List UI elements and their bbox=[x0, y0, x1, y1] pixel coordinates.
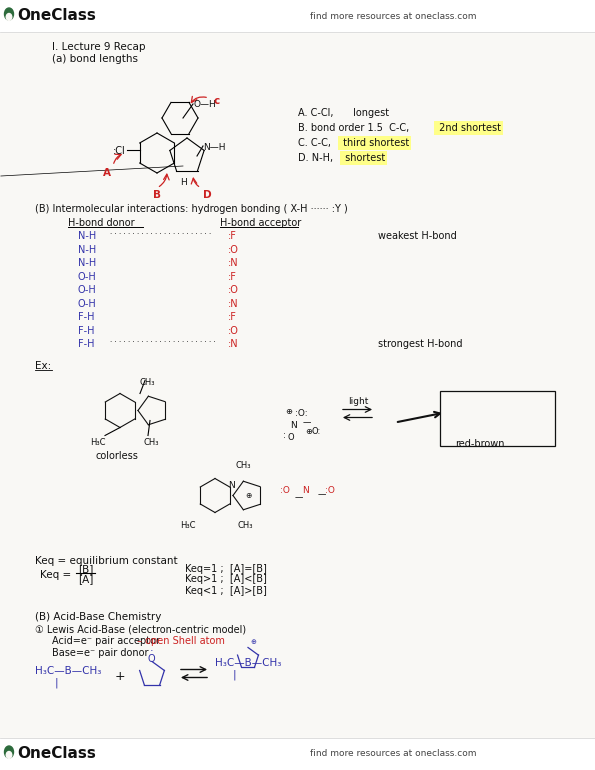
Text: H: H bbox=[180, 178, 187, 187]
Text: —: — bbox=[303, 419, 311, 427]
Text: 2nd shortest: 2nd shortest bbox=[436, 123, 501, 133]
Text: ⊕: ⊕ bbox=[245, 490, 251, 500]
Ellipse shape bbox=[7, 14, 12, 21]
Text: ·: · bbox=[150, 647, 154, 657]
Text: find more resources at oneclass.com: find more resources at oneclass.com bbox=[310, 12, 477, 21]
Text: N: N bbox=[290, 420, 297, 430]
Text: ⊕: ⊕ bbox=[285, 407, 292, 416]
Text: O:: O: bbox=[311, 427, 320, 436]
Text: :O: :O bbox=[228, 245, 239, 255]
Text: H₃C: H₃C bbox=[180, 521, 196, 530]
Text: H₃C—B—CH₃: H₃C—B—CH₃ bbox=[215, 658, 281, 668]
Text: —: — bbox=[295, 494, 303, 503]
Text: CH₃: CH₃ bbox=[238, 521, 253, 530]
Text: B. bond order 1.5  C-C,: B. bond order 1.5 C-C, bbox=[298, 123, 409, 133]
Text: F-H: F-H bbox=[78, 312, 95, 322]
Text: weakest H-bond: weakest H-bond bbox=[378, 231, 457, 241]
Text: colorless: colorless bbox=[95, 450, 138, 460]
Text: A: A bbox=[103, 168, 111, 178]
Text: [A]: [A] bbox=[78, 574, 93, 584]
Text: Keq=1 ;  [A]=[B]: Keq=1 ; [A]=[B] bbox=[185, 564, 267, 574]
Text: D. N-H,: D. N-H, bbox=[298, 153, 333, 163]
Text: N-H: N-H bbox=[78, 231, 96, 241]
Ellipse shape bbox=[7, 752, 12, 758]
Text: c: c bbox=[213, 96, 219, 106]
Text: B: B bbox=[153, 190, 161, 200]
Text: longest: longest bbox=[350, 108, 389, 118]
Text: H-bond acceptor: H-bond acceptor bbox=[220, 218, 301, 228]
Text: (B) Intermolecular interactions: hydrogen bonding ( X-H ······ :Y ): (B) Intermolecular interactions: hydroge… bbox=[35, 204, 347, 214]
Text: · · · · · · · · · · · · · · · · · · · · · · · ·: · · · · · · · · · · · · · · · · · · · · … bbox=[110, 339, 216, 345]
Bar bbox=[440, 390, 555, 446]
Text: O: O bbox=[148, 654, 156, 665]
Text: A. C-Cl,: A. C-Cl, bbox=[298, 108, 334, 118]
Text: (B) Acid-Base Chemistry: (B) Acid-Base Chemistry bbox=[35, 611, 161, 621]
Bar bbox=[0, 0, 595, 32]
Text: :F: :F bbox=[228, 312, 237, 322]
Text: —: — bbox=[318, 490, 327, 500]
Text: ① Lewis Acid-Base (electron-centric model): ① Lewis Acid-Base (electron-centric mode… bbox=[35, 624, 246, 634]
Text: red-brown: red-brown bbox=[455, 438, 505, 448]
Text: :O: :O bbox=[228, 326, 239, 336]
Text: :Cl: :Cl bbox=[113, 146, 126, 156]
Text: find more resources at oneclass.com: find more resources at oneclass.com bbox=[310, 749, 477, 758]
Text: :O:: :O: bbox=[295, 409, 308, 417]
Text: Acid=e⁻ pair acceptor: Acid=e⁻ pair acceptor bbox=[52, 637, 160, 647]
Text: :N: :N bbox=[228, 339, 239, 349]
Text: H₃C—B—CH₃: H₃C—B—CH₃ bbox=[35, 667, 101, 677]
Text: CH₃: CH₃ bbox=[235, 460, 250, 470]
Text: third shortest: third shortest bbox=[340, 138, 409, 148]
Text: shortest: shortest bbox=[342, 153, 385, 163]
Text: F-H: F-H bbox=[78, 326, 95, 336]
Bar bbox=[0, 738, 595, 770]
Text: I. Lecture 9 Recap: I. Lecture 9 Recap bbox=[52, 42, 146, 52]
Text: |: | bbox=[55, 678, 59, 688]
Text: :F: :F bbox=[228, 231, 237, 241]
Text: |: | bbox=[233, 669, 237, 680]
Text: CH₃: CH₃ bbox=[140, 377, 155, 387]
Text: O-H: O-H bbox=[78, 285, 97, 295]
Text: (a) bond lengths: (a) bond lengths bbox=[52, 54, 138, 64]
Text: H₃C: H₃C bbox=[90, 437, 105, 447]
Text: Base=e⁻ pair donor: Base=e⁻ pair donor bbox=[52, 648, 149, 658]
Text: :O: :O bbox=[325, 486, 335, 494]
Text: Ex:: Ex: bbox=[35, 360, 51, 370]
Ellipse shape bbox=[5, 746, 14, 758]
Text: Keq<1 ;  [A]>[B]: Keq<1 ; [A]>[B] bbox=[185, 585, 267, 595]
Text: N: N bbox=[228, 480, 235, 490]
Text: light: light bbox=[348, 397, 368, 406]
Text: :O: :O bbox=[228, 285, 239, 295]
Text: ⊕: ⊕ bbox=[250, 638, 256, 644]
Text: H-bond donor: H-bond donor bbox=[68, 218, 134, 228]
Text: Keq = equilibrium constant: Keq = equilibrium constant bbox=[35, 555, 178, 565]
Text: OneClass: OneClass bbox=[17, 746, 96, 761]
Text: – open Shell atom: – open Shell atom bbox=[134, 637, 225, 647]
Text: :O: :O bbox=[280, 486, 290, 494]
Text: N-H: N-H bbox=[78, 258, 96, 268]
Text: :F: :F bbox=[228, 272, 237, 282]
Text: O: O bbox=[287, 433, 293, 441]
Text: [B]: [B] bbox=[78, 564, 93, 574]
Text: +: + bbox=[115, 669, 126, 682]
Text: :N: :N bbox=[228, 258, 239, 268]
Text: · · · · · · · · · · · · · · · · · · · · · · ·: · · · · · · · · · · · · · · · · · · · · … bbox=[110, 231, 211, 237]
Text: CH₃: CH₃ bbox=[143, 437, 158, 447]
Text: O-H: O-H bbox=[78, 272, 97, 282]
Text: strongest H-bond: strongest H-bond bbox=[378, 339, 462, 349]
Text: D: D bbox=[203, 190, 212, 200]
Text: C. C-C,: C. C-C, bbox=[298, 138, 331, 148]
Text: Keq =: Keq = bbox=[40, 570, 71, 580]
Text: O—H: O—H bbox=[193, 100, 216, 109]
Text: Keq>1 ;  [A]<[B]: Keq>1 ; [A]<[B] bbox=[185, 574, 267, 584]
Text: N—H: N—H bbox=[203, 143, 226, 152]
Text: :N: :N bbox=[228, 299, 239, 309]
Text: O-H: O-H bbox=[78, 299, 97, 309]
Text: ⊕: ⊕ bbox=[305, 427, 312, 436]
Ellipse shape bbox=[5, 8, 14, 20]
Text: F-H: F-H bbox=[78, 339, 95, 349]
Text: :: : bbox=[283, 430, 286, 440]
Text: N-H: N-H bbox=[78, 245, 96, 255]
Text: OneClass: OneClass bbox=[17, 8, 96, 23]
Text: N: N bbox=[302, 486, 309, 494]
